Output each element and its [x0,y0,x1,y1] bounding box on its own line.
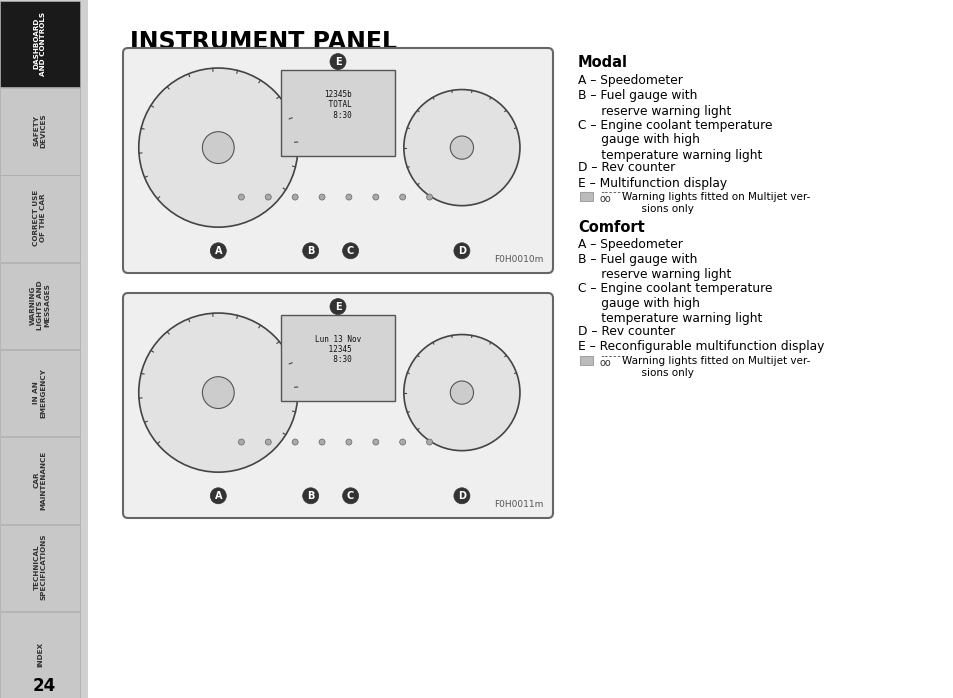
Text: INSTRUMENT PANEL: INSTRUMENT PANEL [130,30,396,54]
Bar [579,356,593,365]
Circle shape [450,381,473,404]
Text: B: B [307,491,314,500]
Circle shape [330,299,346,315]
Text: C – Engine coolant temperature
      gauge with high
      temperature warning l: C – Engine coolant temperature gauge wit… [578,119,772,161]
Text: D: D [457,491,465,500]
Text: TECHNICAL
SPECIFICATIONS: TECHNICAL SPECIFICATIONS [33,534,47,600]
Bar [281,70,395,156]
Text: IN AN
EMERGENCY: IN AN EMERGENCY [33,368,47,417]
Circle shape [202,132,234,163]
Circle shape [210,488,226,504]
Text: F0H0011m: F0H0011m [494,500,543,509]
Text: A – Speedometer: A – Speedometer [578,74,682,87]
Circle shape [403,89,519,206]
Text: DASHBOARD
AND CONTROLS: DASHBOARD AND CONTROLS [33,12,47,75]
FancyBboxPatch shape [123,48,553,273]
Circle shape [450,136,473,159]
Circle shape [292,439,298,445]
Bar [0,88,80,174]
Text: ¯¯¯¯¯¯: ¯¯¯¯¯¯ [599,192,625,201]
Circle shape [138,68,297,227]
Bar [0,0,88,698]
Text: C: C [347,246,354,255]
Text: C – Engine coolant temperature
      gauge with high
      temperature warning l: C – Engine coolant temperature gauge wit… [578,283,772,325]
Bar [579,192,593,201]
Circle shape [265,439,271,445]
Circle shape [238,439,244,445]
Text: D – Rev counter: D – Rev counter [578,161,675,174]
Text: 12345b
 TOTAL
  8:30: 12345b TOTAL 8:30 [324,90,352,119]
Text: CORRECT USE
OF THE CAR: CORRECT USE OF THE CAR [33,190,47,246]
Bar [0,175,80,262]
Text: B: B [307,246,314,255]
Circle shape [399,194,405,200]
Text: Modal: Modal [578,55,627,70]
Circle shape [426,439,432,445]
Circle shape [210,243,226,259]
Text: F0H0010m: F0H0010m [494,255,543,264]
Circle shape [318,439,325,445]
Circle shape [292,194,298,200]
Text: D – Rev counter: D – Rev counter [578,325,675,338]
Circle shape [138,313,297,472]
Circle shape [346,439,352,445]
Text: oo: oo [599,194,611,204]
Circle shape [302,243,318,259]
Circle shape [346,194,352,200]
Circle shape [342,243,358,259]
Circle shape [373,439,378,445]
Bar [281,315,395,401]
Text: B – Fuel gauge with
      reserve warning light: B – Fuel gauge with reserve warning ligh… [578,253,731,281]
Text: E – Multifunction display: E – Multifunction display [578,177,726,189]
Text: Comfort: Comfort [578,220,644,235]
Bar [0,262,80,349]
Text: A – Speedometer: A – Speedometer [578,238,682,251]
Text: ¯¯¯¯¯¯: ¯¯¯¯¯¯ [599,356,625,365]
Text: CAR
MAINTENANCE: CAR MAINTENANCE [33,450,47,510]
Circle shape [403,334,519,451]
Circle shape [342,488,358,504]
Text: D: D [457,246,465,255]
Circle shape [265,194,271,200]
Text: SAFETY
DEVICES: SAFETY DEVICES [33,114,47,148]
Circle shape [373,194,378,200]
FancyBboxPatch shape [123,293,553,518]
Text: A: A [214,246,222,255]
Bar [0,524,80,611]
Bar [0,437,80,524]
Circle shape [302,488,318,504]
Circle shape [399,439,405,445]
Circle shape [238,194,244,200]
Text: E: E [335,302,341,311]
Text: C: C [347,491,354,500]
Text: INDEX: INDEX [37,642,43,667]
Text: Lun 13 Nov
 12345
  8:30: Lun 13 Nov 12345 8:30 [314,335,361,364]
Bar [0,611,80,698]
Text: oo: oo [599,358,611,368]
Circle shape [202,377,234,408]
Bar [0,1,80,87]
Circle shape [330,54,346,70]
Text: E: E [335,57,341,66]
Text: A: A [214,491,222,500]
Circle shape [426,194,432,200]
Circle shape [454,243,470,259]
Text: E – Reconfigurable multifunction display: E – Reconfigurable multifunction display [578,341,823,353]
Text: WARNING
LIGHTS AND
MESSAGES: WARNING LIGHTS AND MESSAGES [30,281,50,330]
Circle shape [318,194,325,200]
Text: Warning lights fitted on Multijet ver-
      sions only: Warning lights fitted on Multijet ver- s… [621,356,809,378]
Text: 24: 24 [32,677,55,695]
Text: Warning lights fitted on Multijet ver-
      sions only: Warning lights fitted on Multijet ver- s… [621,192,809,214]
Circle shape [454,488,470,504]
Text: B – Fuel gauge with
      reserve warning light: B – Fuel gauge with reserve warning ligh… [578,89,731,117]
Bar [0,350,80,436]
